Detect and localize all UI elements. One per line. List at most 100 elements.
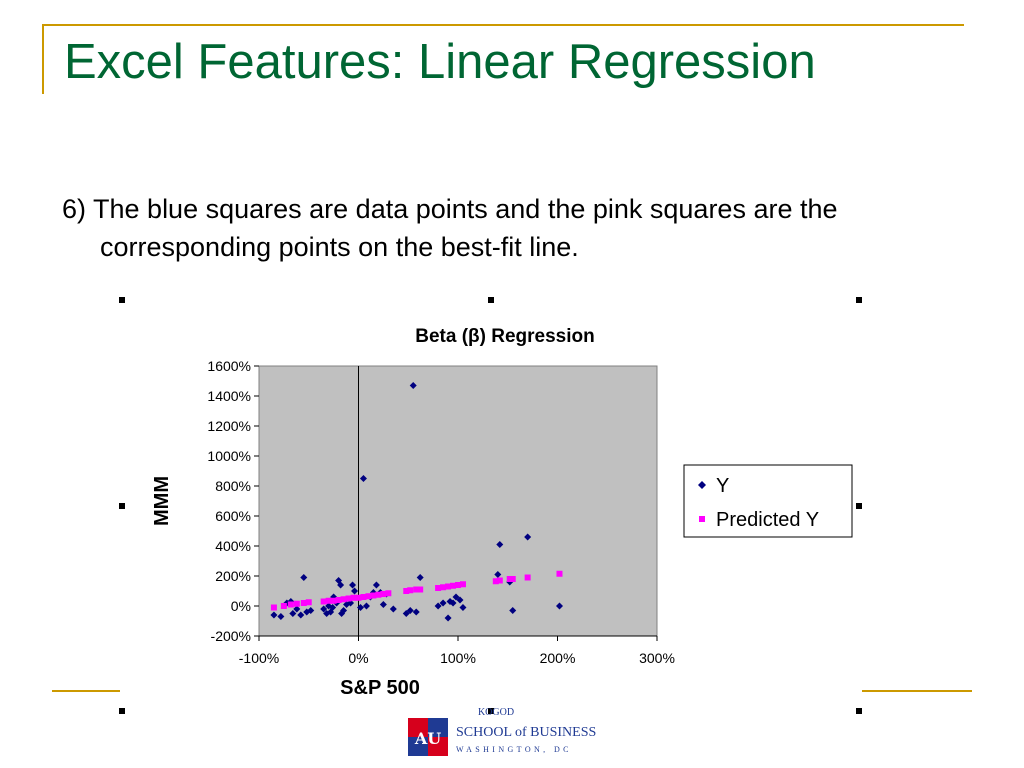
data-point-y — [362, 602, 370, 610]
chart-title: Beta (β) Regression — [415, 326, 594, 347]
legend-marker-predicted — [699, 516, 705, 522]
slide-title: Excel Features: Linear Regression — [64, 35, 816, 89]
logo-line-2: SCHOOL of BUSINESS — [456, 725, 596, 740]
data-point-predicted — [320, 598, 327, 605]
data-point-y — [439, 599, 447, 607]
data-point-y — [307, 607, 315, 614]
x-tick-label: 300% — [639, 650, 675, 666]
legend-label: Predicted Y — [716, 509, 819, 531]
data-point-predicted — [556, 570, 563, 577]
y-tick-label: 1200% — [207, 418, 251, 434]
data-point-predicted — [407, 587, 414, 594]
legend-label: Y — [716, 475, 729, 497]
title-accent-horizontal — [42, 24, 964, 26]
data-point-y — [337, 581, 345, 589]
data-point-predicted — [280, 603, 287, 609]
data-point-y — [416, 574, 424, 581]
data-point-predicted — [417, 586, 424, 593]
footer-accent-left — [52, 690, 120, 692]
data-point-y — [434, 602, 442, 610]
x-tick-label: 0% — [348, 650, 368, 666]
data-point-predicted — [345, 595, 352, 602]
y-tick-label: 0% — [231, 598, 251, 614]
data-point-predicted — [524, 574, 531, 581]
selection-handle-bottom-middle[interactable] — [488, 708, 494, 714]
selection-handle-middle-left[interactable] — [119, 503, 125, 509]
x-tick-label: -100% — [239, 650, 279, 666]
data-point-y — [555, 602, 563, 610]
y-tick-label: 200% — [215, 568, 251, 584]
legend-marker-y — [698, 481, 706, 489]
selection-handle-bottom-right[interactable] — [856, 708, 862, 714]
data-point-predicted — [350, 594, 357, 601]
data-point-predicted — [492, 578, 499, 585]
data-point-predicted — [445, 583, 452, 590]
data-point-predicted — [370, 592, 377, 599]
data-point-y — [327, 608, 335, 616]
y-axis-label: MMM — [151, 476, 173, 526]
data-point-y — [338, 610, 346, 617]
logo-line-1: KOGOD — [478, 707, 514, 718]
data-point-predicted — [380, 591, 387, 597]
selection-handle-top-middle[interactable] — [488, 297, 494, 303]
x-tick-label: 100% — [440, 650, 476, 666]
data-point-y — [356, 604, 364, 611]
data-point-predicted — [435, 585, 442, 591]
data-point-y — [289, 610, 297, 617]
selection-handle-bottom-left[interactable] — [119, 708, 125, 714]
data-point-predicted — [459, 581, 466, 588]
data-point-y — [456, 596, 464, 604]
data-point-predicted — [413, 586, 420, 593]
data-point-predicted — [355, 594, 362, 601]
kogod-logo: AU KOGOD SCHOOL of BUSINESS WASHINGTON, … — [408, 707, 596, 756]
chart-container[interactable]: Beta (β) Regression -200% 0% 200% 400% 600% 80… — [120, 300, 862, 710]
data-point-y — [277, 613, 285, 620]
selection-handle-top-left[interactable] — [119, 297, 125, 303]
data-point-predicted — [403, 588, 410, 594]
data-point-y — [459, 604, 467, 611]
selection-handle-middle-right[interactable] — [856, 503, 862, 509]
data-point-predicted — [325, 597, 332, 604]
data-point-predicted — [440, 584, 447, 591]
data-point-predicted — [455, 582, 461, 588]
x-axis-label: S&P 500 — [340, 677, 420, 699]
data-point-y — [412, 608, 420, 616]
data-point-predicted — [293, 600, 300, 607]
x-tick-label: 200% — [540, 650, 576, 666]
footer-accent-right — [862, 690, 972, 692]
data-point-y — [347, 599, 355, 607]
data-point-predicted — [340, 596, 347, 603]
data-point-y — [270, 611, 278, 619]
data-point-y — [389, 605, 397, 613]
data-point-predicted — [496, 577, 503, 584]
data-point-y — [406, 607, 414, 614]
data-point-y — [320, 605, 328, 613]
data-point-y — [340, 607, 348, 614]
data-point-predicted — [305, 599, 312, 606]
data-point-predicted — [360, 594, 367, 600]
plot-area — [258, 365, 658, 637]
data-point-predicted — [375, 591, 382, 598]
y-tick-label: 1600% — [207, 358, 251, 374]
data-point-y — [359, 475, 367, 482]
selection-handle-top-right[interactable] — [856, 297, 862, 303]
data-point-predicted — [270, 604, 277, 611]
bullet-text: 6) The blue squares are data points and … — [62, 194, 838, 262]
data-point-predicted — [509, 576, 516, 582]
data-point-predicted — [300, 600, 307, 606]
data-point-predicted — [450, 582, 457, 589]
data-point-y — [297, 611, 305, 619]
data-point-y — [496, 541, 504, 548]
legend — [683, 464, 853, 538]
data-point-y — [494, 571, 502, 578]
data-point-y — [449, 599, 457, 607]
data-point-predicted — [335, 597, 342, 603]
logo-mark-text: AU — [414, 729, 441, 748]
data-point-y — [444, 614, 452, 622]
beta-regression-chart: Beta (β) Regression -200% 0% 200% 400% 600% 80… — [151, 326, 853, 699]
data-point-predicted — [287, 601, 294, 608]
y-tick-label: 1400% — [207, 388, 251, 404]
data-point-y — [300, 574, 308, 581]
data-point-predicted — [365, 593, 372, 600]
data-point-y — [379, 601, 387, 608]
